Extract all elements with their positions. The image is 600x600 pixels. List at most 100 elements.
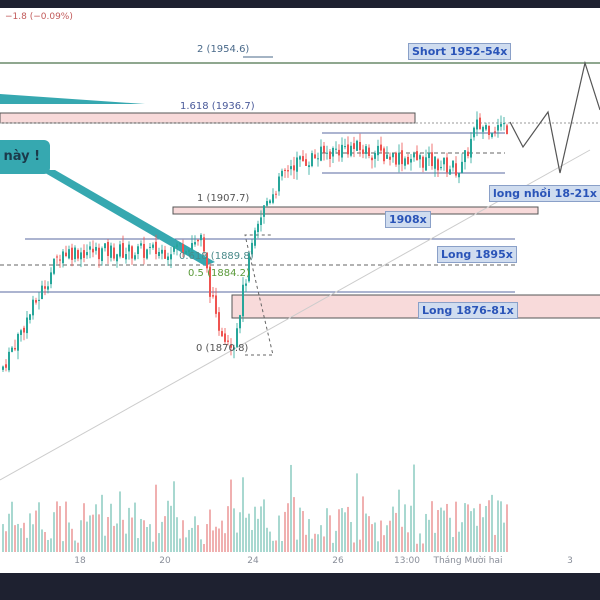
volume-bar bbox=[302, 511, 304, 552]
candle-body bbox=[386, 154, 388, 159]
candle-body bbox=[308, 165, 310, 168]
candle-body bbox=[449, 169, 451, 175]
volume-bar bbox=[65, 501, 67, 552]
volume-bar bbox=[473, 508, 475, 552]
candle-body bbox=[194, 242, 196, 245]
candle-body bbox=[158, 251, 160, 256]
volume-bar bbox=[497, 500, 499, 552]
candle-body bbox=[413, 153, 415, 158]
candle-body bbox=[218, 312, 220, 331]
volume-bar bbox=[62, 541, 64, 552]
volume-bar bbox=[470, 511, 472, 552]
volume-bar bbox=[425, 513, 427, 552]
volume-bar bbox=[275, 540, 277, 552]
volume-bar bbox=[485, 506, 487, 552]
candle-body bbox=[437, 159, 439, 171]
candle-body bbox=[185, 251, 187, 254]
candle-body bbox=[74, 247, 76, 260]
candle-body bbox=[476, 119, 478, 130]
candle-body bbox=[41, 285, 43, 300]
candle-body bbox=[32, 299, 34, 316]
candle-body bbox=[290, 166, 292, 170]
volume-bar bbox=[98, 514, 100, 552]
candle-body bbox=[281, 170, 283, 177]
volume-bar bbox=[362, 496, 364, 552]
candle-body bbox=[11, 347, 13, 352]
candle-body bbox=[230, 344, 232, 348]
volume-bar bbox=[419, 533, 421, 552]
candle-body bbox=[23, 327, 25, 333]
volume-bar bbox=[479, 503, 481, 552]
volume-bar bbox=[152, 541, 154, 552]
volume-bar bbox=[26, 537, 28, 552]
candle-body bbox=[323, 145, 325, 153]
candle-body bbox=[236, 328, 238, 347]
candle-body bbox=[398, 152, 400, 165]
volume-bar bbox=[338, 509, 340, 552]
volume-bar bbox=[356, 473, 358, 552]
volume-bar bbox=[398, 489, 400, 552]
candle-body bbox=[461, 161, 463, 173]
volume-bar bbox=[428, 519, 430, 552]
volume-bar bbox=[446, 503, 448, 552]
candle-body bbox=[374, 152, 376, 159]
tag-long-nhoi[interactable]: long nhồi 18-21x bbox=[489, 185, 600, 202]
candle-body bbox=[77, 250, 79, 259]
volume-bar bbox=[200, 539, 202, 552]
tag-1908[interactable]: 1908x bbox=[385, 211, 431, 228]
volume-bar bbox=[161, 521, 163, 552]
volume-bar bbox=[155, 484, 157, 552]
candle-body bbox=[38, 299, 40, 302]
tag-long-1876[interactable]: Long 1876-81x bbox=[418, 302, 518, 319]
candle-body bbox=[410, 158, 412, 163]
volume-bar bbox=[158, 533, 160, 552]
tag-long-1895[interactable]: Long 1895x bbox=[437, 246, 517, 263]
candle-body bbox=[335, 148, 337, 150]
x-tick: Tháng Mười hai bbox=[433, 556, 503, 566]
candle-body bbox=[485, 125, 487, 130]
volume-bar bbox=[113, 525, 115, 552]
volume-bar bbox=[386, 525, 388, 552]
volume-bar bbox=[191, 527, 193, 552]
volume-bar bbox=[41, 529, 43, 552]
volume-bar bbox=[440, 507, 442, 552]
volume-bar bbox=[80, 520, 82, 552]
volume-bar bbox=[422, 543, 424, 552]
bottom-dark-bar bbox=[0, 573, 600, 600]
candle-body bbox=[71, 247, 73, 260]
volume-bar bbox=[239, 512, 241, 552]
tag-short[interactable]: Short 1952-54x bbox=[408, 43, 512, 60]
volume-bar bbox=[20, 528, 22, 552]
candle-body bbox=[122, 243, 124, 258]
volume-bar bbox=[368, 516, 370, 552]
candle-body bbox=[173, 246, 175, 252]
volume-bar bbox=[416, 543, 418, 552]
volume-bar bbox=[44, 531, 46, 552]
volume-bar bbox=[209, 509, 211, 552]
price-chart[interactable] bbox=[0, 8, 600, 573]
volume-bar bbox=[107, 517, 109, 552]
volume-bar bbox=[434, 532, 436, 552]
volume-bar bbox=[71, 528, 73, 552]
volume-bar bbox=[332, 542, 334, 552]
candle-body bbox=[128, 244, 130, 252]
volume-bar bbox=[458, 531, 460, 552]
candle-body bbox=[14, 347, 16, 350]
volume-bar bbox=[131, 517, 133, 552]
candle-body bbox=[17, 333, 19, 351]
fib-label-05: 0.5 (1884.2) bbox=[188, 268, 250, 279]
volume-bar bbox=[413, 464, 415, 552]
volume-bar bbox=[140, 518, 142, 552]
volume-bar bbox=[116, 523, 118, 552]
candle-body bbox=[212, 295, 214, 297]
candle-body bbox=[326, 152, 328, 154]
volume-bar bbox=[251, 529, 253, 552]
candle-body bbox=[86, 252, 88, 256]
volume-bar bbox=[38, 502, 40, 552]
candle-body bbox=[224, 333, 226, 342]
volume-bar bbox=[272, 540, 274, 552]
volume-bar bbox=[215, 526, 217, 552]
candle-body bbox=[401, 150, 403, 165]
volume-bar bbox=[110, 503, 112, 552]
candle-body bbox=[350, 145, 352, 156]
